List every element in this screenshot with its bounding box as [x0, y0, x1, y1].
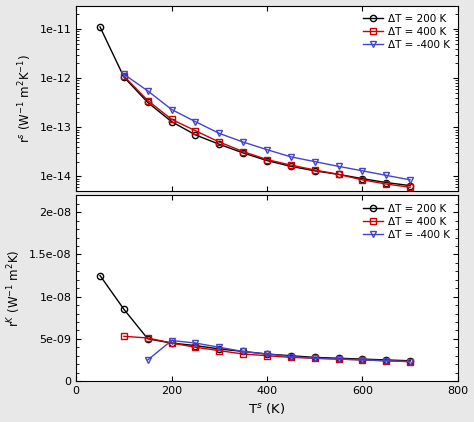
ΔT = 200 K: [240, 349, 246, 354]
ΔT = 200 K: [97, 273, 103, 278]
Y-axis label: r$^K$ (W$^{-1}$ m$^2$K): r$^K$ (W$^{-1}$ m$^2$K): [6, 249, 23, 327]
ΔT = 400 K: [192, 345, 198, 350]
ΔT = -400 K: [312, 356, 318, 361]
ΔT = 200 K: [145, 100, 151, 105]
ΔT = 400 K: [312, 168, 318, 173]
ΔT = 400 K: [145, 98, 151, 103]
Line: ΔT = -400 K: ΔT = -400 K: [145, 338, 413, 365]
ΔT = 400 K: [312, 356, 318, 361]
ΔT = -400 K: [383, 358, 389, 363]
ΔT = 200 K: [383, 180, 389, 185]
ΔT = -400 K: [169, 338, 174, 343]
ΔT = 400 K: [240, 149, 246, 154]
ΔT = -400 K: [336, 357, 341, 362]
ΔT = 200 K: [192, 133, 198, 138]
ΔT = 400 K: [145, 335, 151, 341]
ΔT = -400 K: [407, 359, 413, 364]
ΔT = 200 K: [169, 341, 174, 346]
Line: ΔT = 200 K: ΔT = 200 K: [97, 273, 413, 364]
ΔT = 200 K: [360, 357, 365, 362]
ΔT = 200 K: [360, 176, 365, 181]
ΔT = 400 K: [217, 348, 222, 353]
ΔT = -400 K: [360, 168, 365, 173]
ΔT = 200 K: [121, 307, 127, 312]
ΔT = 400 K: [240, 352, 246, 357]
ΔT = 400 K: [288, 162, 294, 168]
ΔT = 200 K: [97, 24, 103, 30]
ΔT = -400 K: [407, 177, 413, 182]
ΔT = 400 K: [264, 353, 270, 358]
ΔT = 400 K: [264, 157, 270, 162]
ΔT = 200 K: [264, 352, 270, 357]
ΔT = -400 K: [288, 354, 294, 359]
ΔT = -400 K: [217, 345, 222, 350]
ΔT = 400 K: [336, 172, 341, 177]
ΔT = 200 K: [383, 357, 389, 362]
Line: ΔT = 400 K: ΔT = 400 K: [121, 333, 413, 365]
ΔT = -400 K: [145, 357, 151, 362]
Y-axis label: r$^s$ (W$^{-1}$ m$^2$K$^{-1}$): r$^s$ (W$^{-1}$ m$^2$K$^{-1}$): [16, 54, 34, 143]
ΔT = -400 K: [240, 140, 246, 145]
ΔT = 200 K: [240, 150, 246, 155]
Legend: ΔT = 200 K, ΔT = 400 K, ΔT = -400 K: ΔT = 200 K, ΔT = 400 K, ΔT = -400 K: [359, 11, 453, 53]
ΔT = 400 K: [121, 73, 127, 78]
ΔT = -400 K: [121, 72, 127, 77]
ΔT = 200 K: [121, 75, 127, 80]
ΔT = -400 K: [288, 154, 294, 160]
ΔT = 200 K: [312, 168, 318, 173]
ΔT = 400 K: [169, 341, 174, 346]
ΔT = -400 K: [264, 147, 270, 152]
ΔT = 200 K: [145, 336, 151, 341]
X-axis label: T$^s$ (K): T$^s$ (K): [248, 401, 286, 417]
ΔT = 200 K: [217, 346, 222, 352]
Line: ΔT = 400 K: ΔT = 400 K: [121, 73, 413, 190]
ΔT = -400 K: [145, 88, 151, 93]
ΔT = 200 K: [312, 355, 318, 360]
Line: ΔT = -400 K: ΔT = -400 K: [121, 71, 413, 183]
ΔT = 400 K: [407, 185, 413, 190]
ΔT = -400 K: [169, 107, 174, 112]
ΔT = -400 K: [360, 357, 365, 362]
ΔT = 400 K: [192, 128, 198, 133]
ΔT = 400 K: [217, 140, 222, 145]
ΔT = 200 K: [288, 353, 294, 358]
Line: ΔT = 200 K: ΔT = 200 K: [97, 24, 413, 189]
ΔT = 200 K: [336, 172, 341, 177]
ΔT = -400 K: [264, 352, 270, 357]
ΔT = 400 K: [169, 117, 174, 122]
ΔT = -400 K: [240, 349, 246, 354]
ΔT = 400 K: [288, 355, 294, 360]
ΔT = -400 K: [383, 173, 389, 178]
ΔT = -400 K: [336, 164, 341, 169]
ΔT = -400 K: [312, 159, 318, 164]
ΔT = 400 K: [360, 357, 365, 362]
ΔT = 200 K: [217, 142, 222, 147]
ΔT = 200 K: [407, 358, 413, 363]
ΔT = 400 K: [407, 359, 413, 364]
ΔT = 200 K: [192, 343, 198, 348]
ΔT = 400 K: [121, 334, 127, 339]
ΔT = 200 K: [336, 356, 341, 361]
ΔT = 200 K: [169, 119, 174, 124]
ΔT = 400 K: [336, 357, 341, 362]
ΔT = 400 K: [383, 181, 389, 187]
ΔT = 200 K: [288, 164, 294, 169]
Legend: ΔT = 200 K, ΔT = 400 K, ΔT = -400 K: ΔT = 200 K, ΔT = 400 K, ΔT = -400 K: [359, 200, 453, 243]
ΔT = 400 K: [360, 177, 365, 182]
ΔT = -400 K: [192, 119, 198, 124]
ΔT = 200 K: [264, 158, 270, 163]
ΔT = 200 K: [407, 183, 413, 188]
ΔT = -400 K: [192, 341, 198, 346]
ΔT = 400 K: [383, 358, 389, 363]
ΔT = -400 K: [217, 131, 222, 136]
